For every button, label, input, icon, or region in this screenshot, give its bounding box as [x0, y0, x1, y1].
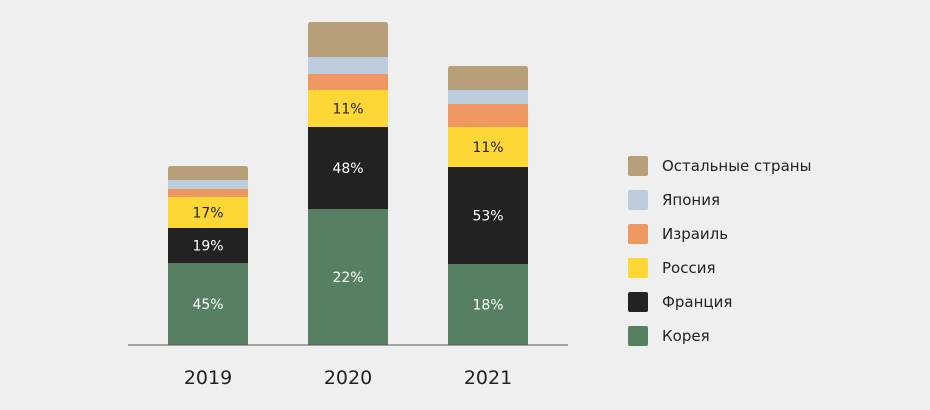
bar-segment-2020-1 [308, 127, 388, 209]
data-label-2019-1: 19% [192, 239, 223, 255]
legend-label-5: Корея [662, 327, 710, 345]
legend-swatch-5 [628, 326, 648, 346]
legend-swatch-4 [628, 292, 648, 312]
legend-swatch-3 [628, 258, 648, 278]
legend-label-4: Франция [662, 293, 732, 311]
bar-segment-2021-2 [448, 127, 528, 167]
legend-label-3: Россия [662, 259, 716, 277]
bar-segment-2021-4 [448, 90, 528, 104]
bar-segment-2021-3 [448, 104, 528, 127]
bar-segment-2021-5 [448, 66, 528, 90]
bar-segment-2021-1 [448, 167, 528, 264]
data-label-2020-2: 11% [332, 102, 363, 118]
data-label-2020-0: 22% [332, 270, 363, 286]
data-label-2021-2: 11% [472, 140, 503, 156]
data-label-2019-0: 45% [192, 297, 223, 313]
category-label-2019: 2019 [184, 367, 232, 389]
bar-segment-2019-4 [168, 180, 248, 189]
data-label-2021-0: 18% [472, 298, 503, 314]
data-label-2020-1: 48% [332, 161, 363, 177]
legend: Остальные страны Япония Израиль Россия Франц… [628, 156, 811, 346]
legend-label-0: Остальные страны [662, 157, 811, 175]
category-label-2020: 2020 [324, 367, 372, 389]
bar-segment-2019-0 [168, 263, 248, 345]
bar-segment-2021-0 [448, 264, 528, 345]
bar-segment-2019-5 [168, 166, 248, 180]
category-labels-group: 2019 2020 2021 [184, 367, 512, 389]
bar-segment-2020-5 [308, 22, 388, 57]
bar-segment-2020-4 [308, 57, 388, 74]
data-label-2021-1: 53% [472, 209, 503, 225]
bar-segment-2019-3 [168, 189, 248, 197]
bar-segment-2020-3 [308, 74, 388, 90]
legend-swatch-1 [628, 190, 648, 210]
bar-segment-2020-2 [308, 90, 388, 127]
data-label-2019-2: 17% [192, 206, 223, 222]
bars-group: 45% 19% 17% 22% 48% 11% 18% 53% 11% [168, 22, 528, 345]
legend-label-2: Израиль [662, 225, 728, 243]
legend-swatch-2 [628, 224, 648, 244]
category-label-2021: 2021 [464, 367, 512, 389]
bar-segment-2020-0 [308, 209, 388, 345]
legend-label-1: Япония [662, 191, 720, 209]
bar-segment-2019-1 [168, 228, 248, 263]
bar-segment-2019-2 [168, 197, 248, 228]
legend-swatch-0 [628, 156, 648, 176]
